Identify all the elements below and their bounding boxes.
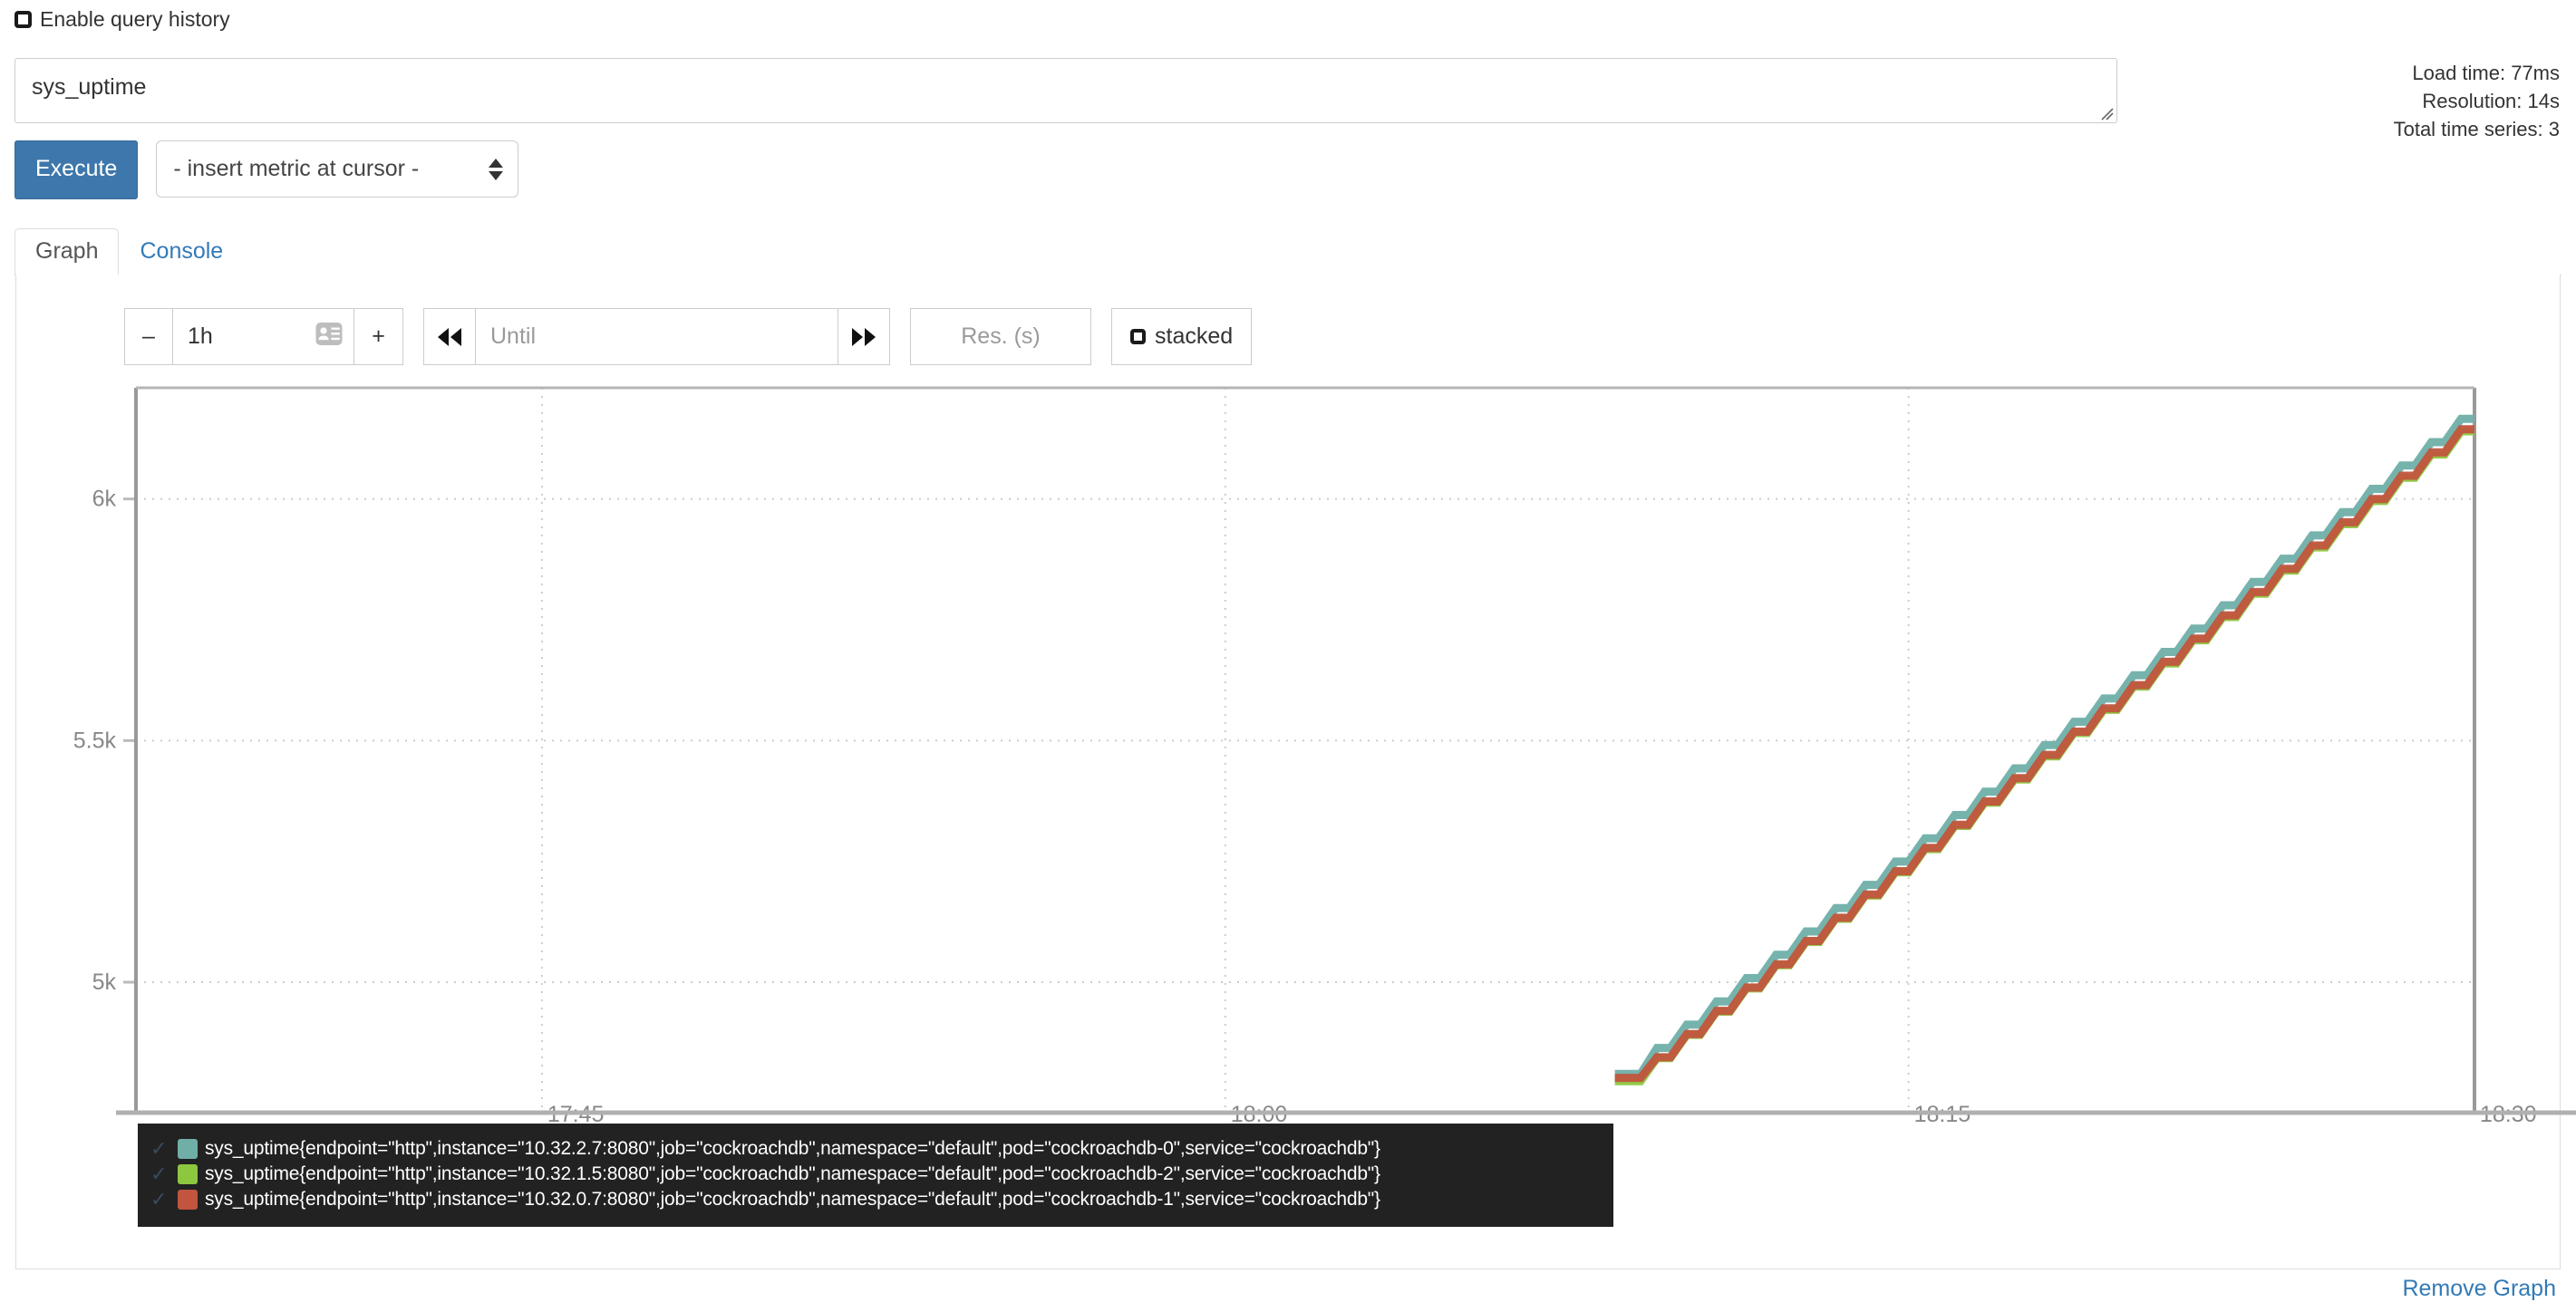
legend-series-label: sys_uptime{endpoint="http",instance="10.… <box>205 1138 1380 1159</box>
graph-panel <box>15 275 2561 1269</box>
query-status: Load time: 77ms Resolution: 14s Total ti… <box>2394 59 2560 144</box>
query-history-label: Enable query history <box>40 7 230 31</box>
legend-color-swatch <box>178 1164 198 1184</box>
id-card-icon[interactable] <box>315 322 343 352</box>
stacked-toggle[interactable]: stacked <box>1111 308 1253 365</box>
legend-color-swatch <box>178 1190 198 1210</box>
range-decrease-button[interactable]: – <box>124 308 173 365</box>
chart-container[interactable]: 5k5.5k6k17:4518:0018:1518:30 <box>0 362 2576 1142</box>
legend-series-label: sys_uptime{endpoint="http",instance="10.… <box>205 1189 1380 1210</box>
resolution-input[interactable]: Res. (s) <box>910 308 1091 365</box>
time-navigation-group: Until <box>423 308 890 365</box>
execute-button[interactable]: Execute <box>15 140 139 199</box>
legend-series-label: sys_uptime{endpoint="http",instance="10.… <box>205 1163 1380 1184</box>
line-chart[interactable]: 5k5.5k6k17:4518:0018:1518:30 <box>0 362 2576 1142</box>
execute-row: Execute - insert metric at cursor - <box>15 140 519 199</box>
checkbox-icon[interactable] <box>15 11 32 28</box>
tab-console[interactable]: Console <box>140 238 224 264</box>
resolution: Resolution: 14s <box>2422 90 2560 113</box>
until-input[interactable]: Until <box>476 308 838 365</box>
range-control-group: – 1h + <box>124 308 403 365</box>
legend-color-swatch <box>178 1139 198 1159</box>
range-value: 1h <box>188 323 213 349</box>
range-increase-button[interactable]: + <box>354 308 403 365</box>
y-axis-tick-label: 5k <box>92 970 117 995</box>
expression-input[interactable] <box>15 58 2117 123</box>
step-backward-icon[interactable] <box>423 308 476 365</box>
metric-select-value: - insert metric at cursor - <box>173 156 420 181</box>
range-input[interactable]: 1h <box>173 308 354 365</box>
metric-select[interactable]: - insert metric at cursor - <box>156 140 519 198</box>
legend-item[interactable]: ✓ sys_uptime{endpoint="http",instance="10… <box>138 1136 1613 1162</box>
chart-legend: ✓ sys_uptime{endpoint="http",instance="10… <box>138 1124 1613 1227</box>
checkbox-icon[interactable] <box>1130 329 1146 344</box>
tab-graph[interactable]: Graph <box>15 228 120 275</box>
query-history-toggle[interactable]: Enable query history <box>15 7 230 32</box>
checkmark-icon[interactable]: ✓ <box>150 1137 168 1160</box>
legend-item[interactable]: ✓ sys_uptime{endpoint="http",instance="10… <box>138 1162 1613 1187</box>
spinner-arrows-icon[interactable] <box>489 158 504 180</box>
step-forward-icon[interactable] <box>838 308 890 365</box>
remove-graph-link[interactable]: Remove Graph <box>2402 1276 2556 1301</box>
graph-controls: – 1h + Until Res. (s) <box>124 308 1253 365</box>
checkmark-icon[interactable]: ✓ <box>150 1188 168 1211</box>
total-time-series: Total time series: 3 <box>2393 118 2560 141</box>
expression-field-wrapper <box>15 58 2117 123</box>
y-axis-tick-label: 6k <box>92 487 117 512</box>
checkmark-icon[interactable]: ✓ <box>150 1162 168 1185</box>
y-axis-tick-label: 5.5k <box>73 728 117 753</box>
tab-bar: Graph Console <box>15 222 2561 275</box>
chart-series-line <box>1614 414 2474 1078</box>
stacked-label: stacked <box>1155 323 1234 349</box>
load-time: Load time: 77ms <box>2412 62 2560 84</box>
chart-series-line <box>1614 425 2474 1083</box>
legend-item[interactable]: ✓ sys_uptime{endpoint="http",instance="10… <box>138 1187 1613 1212</box>
